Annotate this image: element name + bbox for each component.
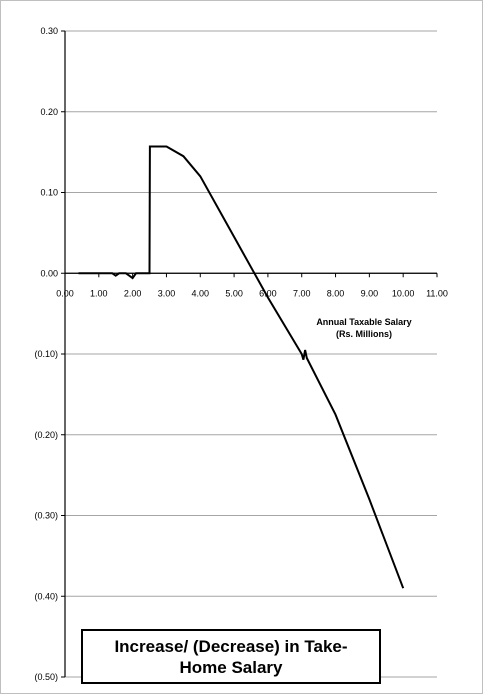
y-tick-label: 0.10 — [40, 188, 58, 198]
x-axis-title: Annual Taxable Salary (Rs. Millions) — [316, 317, 411, 339]
y-tick-label: (0.50) — [34, 672, 58, 682]
y-tick-label: 0.00 — [40, 268, 58, 278]
x-axis-title-line: (Rs. Millions) — [336, 329, 392, 339]
y-tick-label: (0.30) — [34, 511, 58, 521]
x-tick-label: 4.00 — [192, 288, 210, 298]
x-tick-labels: 0.00 1.00 2.00 3.00 4.00 5.00 6.00 7.00 8.00 9.00… — [56, 288, 448, 298]
x-axis-title-line: Annual Taxable Salary — [316, 317, 411, 327]
gridlines — [65, 30, 437, 678]
chart-title: Increase/ (Decrease) in Take-Home Salary — [114, 636, 348, 677]
x-tick-label: 3.00 — [158, 288, 176, 298]
x-tick-label: 7.00 — [293, 288, 311, 298]
x-tick-label: 8.00 — [327, 288, 345, 298]
y-tick-labels: 0.30 0.20 0.10 0.00 (0.10) (0.20) (0.30) (0.40)… — [34, 26, 58, 682]
x-tick-label: 6.00 — [259, 288, 277, 298]
chart-title-box: Increase/ (Decrease) in Take-Home Salary — [81, 629, 381, 684]
x-tick-label: 11.00 — [426, 288, 448, 298]
x-tick-label: 0.00 — [56, 288, 74, 298]
y-tick-label: (0.40) — [34, 591, 58, 601]
series — [78, 145, 405, 589]
y-tick-label: 0.30 — [40, 26, 58, 36]
x-tick-label: 2.00 — [124, 288, 142, 298]
x-tick-label: 1.00 — [90, 288, 108, 298]
x-tick-label: 10.00 — [392, 288, 415, 298]
x-tick-label: 9.00 — [361, 288, 379, 298]
y-tick-label: (0.10) — [34, 349, 58, 359]
y-tick-label: (0.20) — [34, 430, 58, 440]
x-tick-label: 5.00 — [225, 288, 243, 298]
series-line — [78, 145, 405, 589]
y-tick-label: 0.20 — [40, 107, 58, 117]
